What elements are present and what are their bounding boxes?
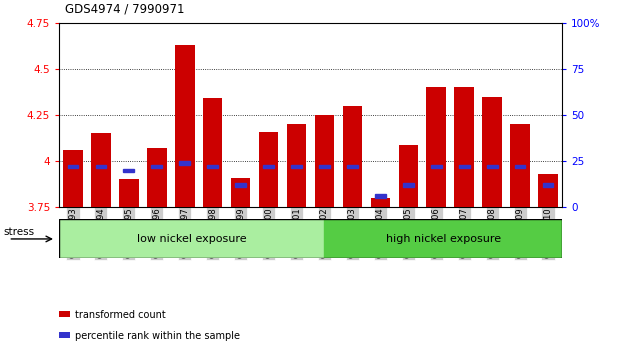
Bar [147,148,166,207]
Text: percentile rank within the sample: percentile rank within the sample [75,331,240,341]
Bar [483,97,502,207]
Bar [175,45,194,207]
Bar [543,183,553,187]
Bar [119,179,138,207]
Bar [263,165,274,168]
Bar [510,124,530,207]
Bar [324,219,562,258]
Bar [124,169,134,172]
Bar [259,132,278,207]
Text: stress: stress [3,227,34,237]
Bar [347,165,358,168]
Bar [68,165,78,168]
Text: GDS4974 / 7990971: GDS4974 / 7990971 [65,3,184,16]
Bar [203,98,222,207]
Bar [96,165,106,168]
Bar [152,165,162,168]
Bar [235,183,246,187]
Bar [231,178,250,207]
Text: high nickel exposure: high nickel exposure [386,234,501,244]
Bar [515,165,525,168]
Bar [179,161,190,165]
Bar [371,198,390,207]
Bar [91,133,111,207]
Bar [319,165,330,168]
Bar [63,150,83,207]
Bar [538,174,558,207]
Bar [427,87,446,207]
Text: low nickel exposure: low nickel exposure [137,234,247,244]
Bar [399,144,418,207]
Bar [291,165,302,168]
Bar [403,183,414,187]
Bar [207,165,218,168]
Bar [487,165,497,168]
Text: transformed count: transformed count [75,310,165,320]
Bar [459,165,469,168]
Bar [315,115,334,207]
Bar [59,219,324,258]
Bar [343,106,362,207]
Bar [375,194,386,198]
Bar [455,87,474,207]
Bar [431,165,442,168]
Bar [287,124,306,207]
